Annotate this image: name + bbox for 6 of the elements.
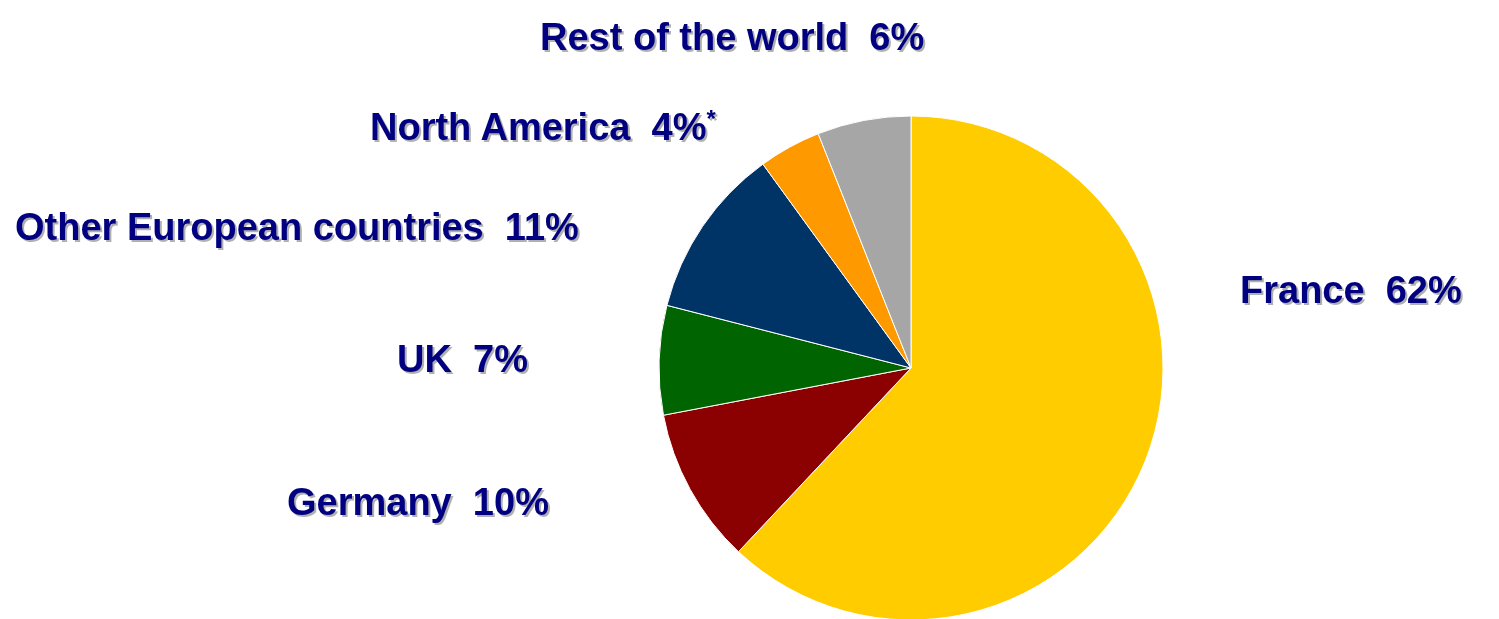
slice-label: Other European countries 11% — [15, 206, 579, 248]
slice-label: UK 7% — [397, 338, 528, 380]
slice-label: Rest of the world 6% — [540, 16, 925, 58]
slice-label: North America 4%$^{*}$ — [370, 104, 717, 148]
slice-label: Germany 10% — [287, 481, 549, 523]
slice-label: France 62% — [1240, 269, 1462, 311]
